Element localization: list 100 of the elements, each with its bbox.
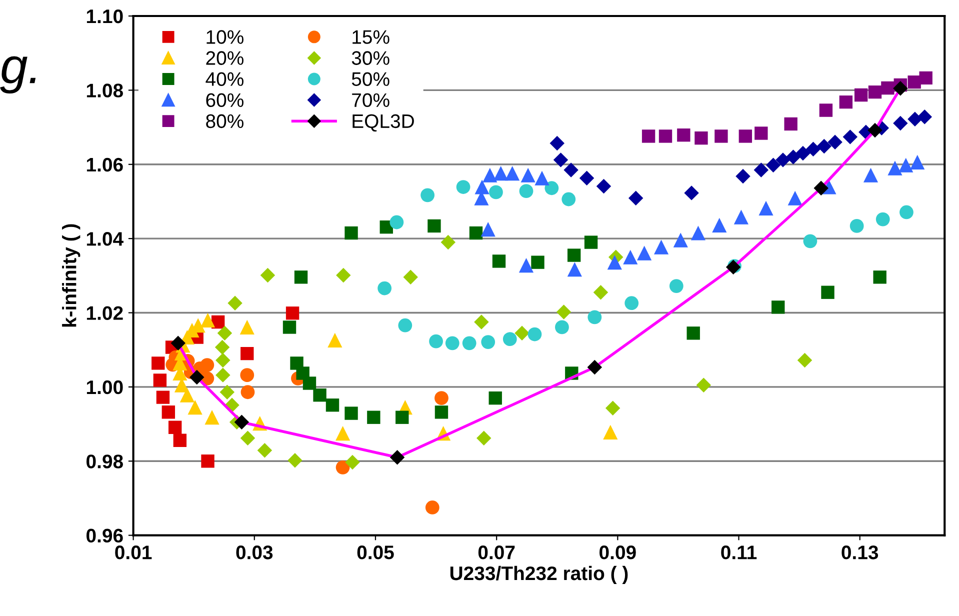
point bbox=[445, 336, 460, 350]
point bbox=[214, 340, 230, 355]
point bbox=[839, 95, 853, 109]
point bbox=[917, 110, 932, 124]
point bbox=[240, 368, 254, 382]
point bbox=[579, 170, 594, 186]
point bbox=[696, 378, 712, 392]
point bbox=[428, 219, 441, 233]
point bbox=[328, 332, 342, 348]
legend-label: 60% bbox=[206, 93, 244, 108]
point bbox=[190, 370, 204, 385]
point bbox=[531, 256, 544, 269]
point bbox=[564, 162, 578, 178]
y-tick-label: 1.08 bbox=[86, 84, 123, 98]
point bbox=[429, 334, 443, 348]
point bbox=[910, 154, 925, 170]
point bbox=[690, 226, 706, 240]
point bbox=[806, 142, 821, 157]
point bbox=[520, 168, 536, 182]
y-tick-label: 0.98 bbox=[86, 454, 123, 468]
point bbox=[528, 327, 542, 342]
point bbox=[367, 410, 380, 424]
y-axis-title: k-infinity ( ) bbox=[62, 224, 80, 327]
point bbox=[180, 388, 194, 402]
point bbox=[754, 126, 768, 140]
point bbox=[842, 130, 858, 144]
point bbox=[488, 391, 502, 405]
point bbox=[605, 400, 620, 416]
point bbox=[344, 406, 358, 420]
point bbox=[694, 131, 708, 145]
point bbox=[898, 158, 914, 172]
point bbox=[168, 420, 182, 434]
point bbox=[234, 414, 250, 430]
point bbox=[474, 314, 489, 330]
point bbox=[624, 296, 639, 310]
point bbox=[766, 158, 781, 172]
point bbox=[587, 360, 602, 375]
point bbox=[863, 168, 878, 182]
point bbox=[336, 268, 351, 283]
point bbox=[288, 453, 302, 468]
y-tick-label: 1.00 bbox=[86, 380, 123, 394]
point bbox=[240, 430, 256, 446]
point bbox=[642, 130, 656, 143]
point bbox=[489, 185, 503, 200]
point bbox=[396, 410, 409, 424]
point bbox=[420, 188, 434, 202]
point bbox=[534, 170, 550, 186]
point bbox=[425, 500, 440, 514]
point bbox=[398, 318, 412, 332]
point bbox=[200, 358, 214, 372]
point bbox=[474, 180, 490, 194]
point bbox=[553, 152, 568, 168]
x-tick-label: 0.13 bbox=[842, 546, 878, 560]
point bbox=[654, 240, 669, 254]
point bbox=[282, 320, 296, 334]
legend-label: 10% bbox=[206, 30, 244, 44]
point bbox=[562, 192, 576, 206]
point bbox=[228, 296, 242, 310]
legend-label: 50% bbox=[352, 72, 390, 86]
point bbox=[814, 180, 828, 196]
point bbox=[188, 400, 202, 415]
point bbox=[440, 234, 456, 250]
x-tick-label: 0.11 bbox=[721, 546, 757, 560]
point bbox=[758, 200, 774, 216]
point bbox=[378, 281, 392, 296]
legend-label: 15% bbox=[352, 30, 390, 44]
point bbox=[803, 234, 818, 248]
point bbox=[868, 85, 882, 99]
point bbox=[286, 306, 300, 320]
point bbox=[556, 304, 572, 320]
legend-label: 70% bbox=[352, 93, 390, 108]
point bbox=[669, 279, 684, 293]
point bbox=[456, 180, 470, 194]
point bbox=[796, 146, 810, 161]
point bbox=[240, 320, 254, 335]
point bbox=[156, 390, 170, 404]
point bbox=[772, 300, 785, 314]
point bbox=[550, 136, 564, 151]
point bbox=[919, 71, 932, 85]
point bbox=[260, 268, 276, 283]
legend-label: EQL3D bbox=[352, 114, 414, 132]
point bbox=[828, 134, 842, 150]
point bbox=[482, 168, 498, 182]
text: g. bbox=[0, 56, 36, 94]
point bbox=[658, 130, 672, 143]
point bbox=[888, 160, 902, 176]
point bbox=[434, 391, 448, 406]
point bbox=[677, 128, 690, 142]
point bbox=[170, 336, 186, 351]
x-tick-label: 0.09 bbox=[600, 546, 636, 560]
point bbox=[173, 434, 187, 447]
point bbox=[754, 162, 769, 178]
point bbox=[623, 250, 638, 264]
point bbox=[462, 336, 476, 350]
point bbox=[519, 184, 534, 198]
point bbox=[893, 80, 908, 96]
point bbox=[544, 181, 559, 196]
point bbox=[344, 226, 358, 240]
y-tick-label: 1.06 bbox=[86, 158, 123, 172]
point bbox=[628, 190, 644, 206]
